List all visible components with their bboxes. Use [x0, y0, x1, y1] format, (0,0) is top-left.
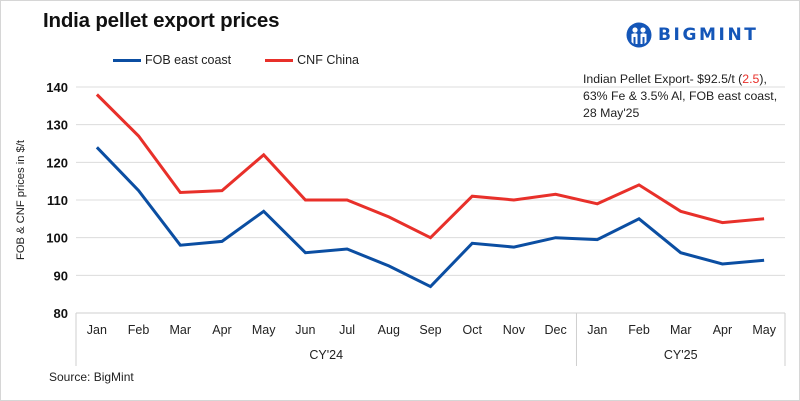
x-tick-label: May [252, 323, 276, 337]
x-axis: CY'24 CY'25 Jan Feb Mar Apr May Jun Jul Aug Sep Oct… [75, 312, 786, 366]
bigmint-people-icon [626, 22, 652, 48]
y-tick-label: 90 [54, 268, 68, 283]
legend-item-cnf: CNF China [265, 53, 359, 67]
x-tick-label: Jul [339, 323, 355, 337]
x-tick-label: Jun [295, 323, 315, 337]
brand-name: BIGMINT [658, 25, 759, 45]
x-tick-label: Oct [462, 323, 482, 337]
x-tick-label: Jan [587, 323, 607, 337]
note-line1-prefix: Indian Pellet Export- $92.5/t ( [583, 72, 743, 86]
y-tick-label: 110 [47, 193, 68, 208]
note-change-value: 2.5 [742, 72, 760, 86]
x-tick-label: Sep [419, 323, 441, 337]
y-tick-label: 130 [46, 118, 68, 133]
series-line-fob-east-coast [95, 146, 765, 289]
x-tick-label: Apr [713, 323, 732, 337]
y-tick-label: 120 [46, 155, 68, 170]
y-tick-label: 100 [46, 231, 68, 246]
x-tick-label: Feb [628, 323, 650, 337]
x-tick-label: May [752, 323, 776, 337]
note-line3: 28 May'25 [583, 106, 640, 120]
x-tick-label: Aug [378, 323, 400, 337]
x-tick-label: Feb [128, 323, 150, 337]
chart-legend: FOB east coast CNF China [113, 53, 359, 67]
x-tick-label: Mar [670, 323, 692, 337]
legend-swatch-fob [113, 58, 141, 62]
note-line1-suffix: ), [759, 72, 767, 86]
x-tick-label: Mar [169, 323, 191, 337]
gridlines [76, 86, 785, 276]
y-axis-ticks: 80 90 100 110 120 130 140 [46, 80, 68, 321]
legend-swatch-cnf [265, 58, 294, 62]
brand-logo: BIGMINT [626, 22, 759, 48]
chart-title: India pellet export prices [43, 9, 280, 32]
note-line2: 63% Fe & 3.5% Al, FOB east coast, [583, 89, 778, 103]
x-group-label: CY'25 [664, 348, 698, 362]
x-tick-label: Apr [212, 323, 231, 337]
series-line-cnf-china [95, 93, 765, 240]
y-tick-label: 140 [46, 80, 68, 95]
legend-label-cnf: CNF China [297, 53, 359, 67]
legend-label-fob: FOB east coast [145, 53, 232, 67]
y-tick-label: 80 [54, 306, 68, 321]
x-tick-label: Dec [545, 323, 567, 337]
price-annotation: Indian Pellet Export- $92.5/t (2.5), 63%… [583, 71, 777, 122]
data-lines [95, 93, 765, 289]
x-group-label: CY'24 [309, 348, 343, 362]
source-note: Source: BigMint [49, 370, 134, 384]
x-tick-label: Nov [503, 323, 526, 337]
x-tick-label: Jan [87, 323, 107, 337]
legend-item-fob: FOB east coast [113, 53, 231, 67]
